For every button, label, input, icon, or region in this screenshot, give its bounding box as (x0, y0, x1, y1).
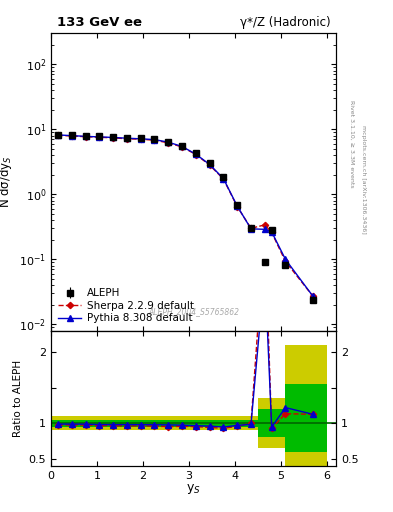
Text: Rivet 3.1.10, ≥ 3.3M events: Rivet 3.1.10, ≥ 3.3M events (349, 99, 354, 187)
Pythia 8.308 default (249, 226, 253, 232)
Pythia 8.308 default (263, 226, 267, 232)
Sherpa 2.2.9 default (70, 133, 74, 139)
Legend: ALEPH, Sherpa 2.2.9 default, Pythia 8.308 default: ALEPH, Sherpa 2.2.9 default, Pythia 8.30… (56, 286, 196, 326)
Pythia 8.308 default (193, 151, 198, 157)
Pythia 8.308 default (56, 132, 61, 138)
Pythia 8.308 default (83, 133, 88, 139)
Sherpa 2.2.9 default (235, 203, 240, 209)
Pythia 8.308 default (138, 136, 143, 142)
Sherpa 2.2.9 default (56, 132, 61, 138)
Sherpa 2.2.9 default (180, 144, 184, 150)
Pythia 8.308 default (283, 257, 288, 263)
Pythia 8.308 default (111, 134, 116, 140)
Line: Pythia 8.308 default: Pythia 8.308 default (55, 132, 316, 299)
Pythia 8.308 default (152, 137, 157, 143)
Y-axis label: Ratio to ALEPH: Ratio to ALEPH (13, 360, 23, 437)
Sherpa 2.2.9 default (221, 176, 226, 182)
Pythia 8.308 default (269, 229, 274, 235)
Pythia 8.308 default (166, 139, 171, 145)
Pythia 8.308 default (70, 133, 74, 139)
Y-axis label: N dσ/dy$_{S}$: N dσ/dy$_{S}$ (0, 156, 14, 208)
Line: Sherpa 2.2.9 default: Sherpa 2.2.9 default (56, 133, 315, 298)
Sherpa 2.2.9 default (283, 259, 288, 265)
Pythia 8.308 default (207, 161, 212, 167)
X-axis label: y$_{S}$: y$_{S}$ (186, 482, 201, 496)
Sherpa 2.2.9 default (166, 140, 171, 146)
Sherpa 2.2.9 default (269, 229, 274, 236)
Sherpa 2.2.9 default (138, 136, 143, 142)
Text: 133 GeV ee: 133 GeV ee (57, 16, 142, 29)
Sherpa 2.2.9 default (263, 222, 267, 228)
Pythia 8.308 default (221, 176, 226, 182)
Sherpa 2.2.9 default (207, 162, 212, 168)
Sherpa 2.2.9 default (193, 152, 198, 158)
Pythia 8.308 default (97, 134, 102, 140)
Sherpa 2.2.9 default (249, 225, 253, 231)
Sherpa 2.2.9 default (125, 136, 129, 142)
Pythia 8.308 default (180, 143, 184, 150)
Pythia 8.308 default (235, 203, 240, 209)
Text: γ*/Z (Hadronic): γ*/Z (Hadronic) (240, 16, 330, 29)
Sherpa 2.2.9 default (83, 134, 88, 140)
Pythia 8.308 default (311, 293, 316, 300)
Sherpa 2.2.9 default (152, 137, 157, 143)
Sherpa 2.2.9 default (97, 134, 102, 140)
Text: ALEPH_2004_S5765862: ALEPH_2004_S5765862 (148, 307, 239, 316)
Pythia 8.308 default (125, 135, 129, 141)
Sherpa 2.2.9 default (311, 293, 316, 300)
Text: mcplots.cern.ch [arXiv:1306.3436]: mcplots.cern.ch [arXiv:1306.3436] (361, 125, 366, 233)
Sherpa 2.2.9 default (111, 135, 116, 141)
